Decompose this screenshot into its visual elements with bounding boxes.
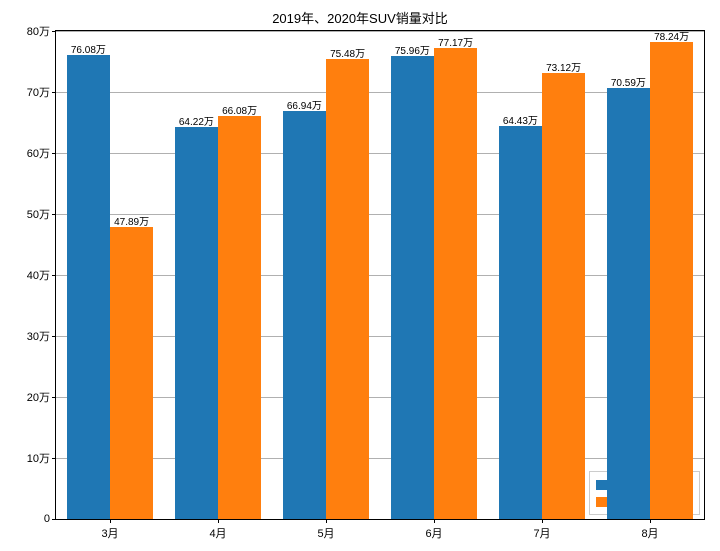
bar	[391, 56, 434, 519]
y-tick-label: 60万	[27, 145, 56, 161]
bar-value-label: 75.96万	[395, 42, 430, 57]
bar-value-label: 66.08万	[222, 102, 257, 117]
bar	[218, 116, 261, 519]
y-tick-label: 50万	[27, 206, 56, 222]
bar	[542, 73, 585, 519]
x-tick-label: 7月	[533, 519, 550, 541]
bar-value-label: 78.24万	[654, 28, 689, 43]
bar-value-label: 64.22万	[179, 113, 214, 128]
bar-value-label: 70.59万	[611, 74, 646, 89]
x-tick-label: 6月	[425, 519, 442, 541]
chart-container: 2019年、2020年SUV销量对比 2019月销售情况2020月销售情况 01…	[0, 0, 720, 551]
bar	[175, 127, 218, 519]
bar-value-label: 47.89万	[114, 213, 149, 228]
bar	[283, 111, 326, 519]
y-tick-label: 10万	[27, 450, 56, 466]
y-tick-label: 20万	[27, 389, 56, 405]
chart-title: 2019年、2020年SUV销量对比	[0, 8, 720, 27]
bar	[650, 42, 693, 519]
bar-value-label: 66.94万	[287, 97, 322, 112]
bar-value-label: 77.17万	[438, 34, 473, 49]
y-tick-label: 80万	[27, 23, 56, 39]
x-tick-label: 5月	[317, 519, 334, 541]
x-tick-label: 4月	[209, 519, 226, 541]
plot-area: 2019月销售情况2020月销售情况 010万20万30万40万50万60万70…	[55, 30, 705, 520]
bar	[326, 59, 369, 519]
bar-value-label: 64.43万	[503, 112, 538, 127]
bar-value-label: 75.48万	[330, 45, 365, 60]
x-tick-label: 8月	[641, 519, 658, 541]
y-tick-label: 0	[44, 513, 56, 525]
bar	[499, 126, 542, 519]
grid-line	[56, 31, 704, 32]
y-tick-label: 30万	[27, 328, 56, 344]
bar	[67, 55, 110, 519]
bar-value-label: 73.12万	[546, 59, 581, 74]
bar-value-label: 76.08万	[71, 41, 106, 56]
y-tick-label: 40万	[27, 267, 56, 283]
bar	[434, 48, 477, 519]
bar	[607, 88, 650, 519]
y-tick-label: 70万	[27, 84, 56, 100]
x-tick-label: 3月	[101, 519, 118, 541]
bar	[110, 227, 153, 519]
